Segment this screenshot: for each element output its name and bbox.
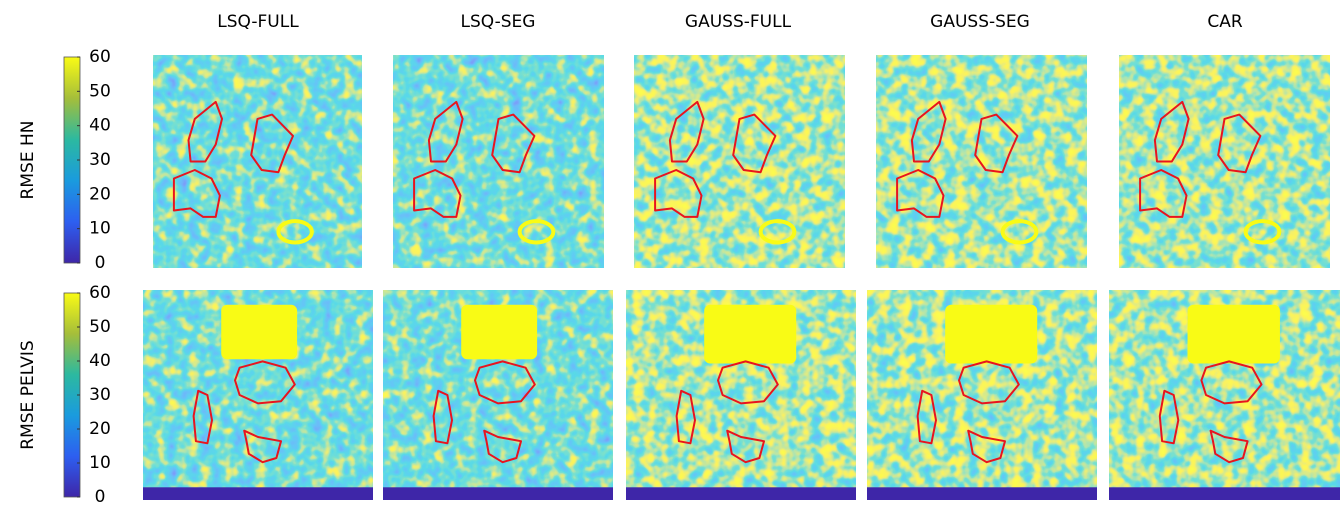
colorbar-tick-label: 60 bbox=[89, 47, 111, 67]
map-panel bbox=[1119, 55, 1330, 268]
noise-map bbox=[153, 55, 362, 268]
bladder bbox=[461, 305, 537, 360]
colorbar-tick-label: 40 bbox=[89, 116, 111, 136]
map-panel bbox=[634, 55, 845, 268]
map-panel bbox=[153, 55, 362, 268]
bottom-strip bbox=[867, 487, 1097, 500]
column-title: CAR bbox=[1207, 12, 1242, 32]
colorbar-tick-label: 0 bbox=[95, 487, 106, 507]
colorbar-tick-label: 10 bbox=[89, 453, 111, 473]
bottom-strip bbox=[1109, 487, 1340, 500]
bottom-strip bbox=[626, 487, 856, 500]
column-title: GAUSS-SEG bbox=[930, 12, 1030, 32]
column-title: LSQ-SEG bbox=[461, 12, 536, 32]
bladder bbox=[221, 305, 297, 360]
colorbar-tick-label: 40 bbox=[89, 351, 111, 371]
noise-map bbox=[634, 55, 845, 268]
colorbar-tick-label: 50 bbox=[89, 317, 111, 337]
colorbar-tick-label: 60 bbox=[89, 283, 111, 303]
column-title: GAUSS-FULL bbox=[685, 12, 792, 32]
noise-map bbox=[1119, 55, 1330, 268]
map-panel bbox=[1109, 290, 1340, 500]
bladder bbox=[945, 305, 1037, 364]
figure: LSQ-FULL LSQ-SEG GAUSS-FULL GAUSS-SEG CAR RMS… bbox=[0, 0, 1344, 507]
map-panel bbox=[393, 55, 604, 268]
colorbar-tick-label: 50 bbox=[89, 81, 111, 101]
bladder bbox=[1188, 305, 1280, 364]
colorbar-tick-label: 0 bbox=[95, 253, 106, 273]
bottom-strip bbox=[143, 487, 373, 500]
colorbar-tick-label: 30 bbox=[89, 385, 111, 405]
row-label: RMSE PELVIS bbox=[18, 340, 38, 449]
bladder bbox=[704, 305, 796, 364]
noise-map bbox=[876, 55, 1087, 268]
bottom-strip bbox=[383, 487, 613, 500]
map-panel bbox=[876, 55, 1087, 268]
noise-map bbox=[393, 55, 604, 268]
colorbar-tick-label: 20 bbox=[89, 184, 111, 204]
map-panel bbox=[383, 290, 613, 500]
colorbar-tick-label: 10 bbox=[89, 219, 111, 239]
column-title: LSQ-FULL bbox=[217, 12, 299, 32]
map-panel bbox=[867, 290, 1097, 500]
colorbar-tick-label: 20 bbox=[89, 419, 111, 439]
map-panel bbox=[143, 290, 373, 500]
map-panel bbox=[626, 290, 856, 500]
colorbar-tick-label: 30 bbox=[89, 150, 111, 170]
row-label: RMSE HN bbox=[18, 121, 38, 200]
